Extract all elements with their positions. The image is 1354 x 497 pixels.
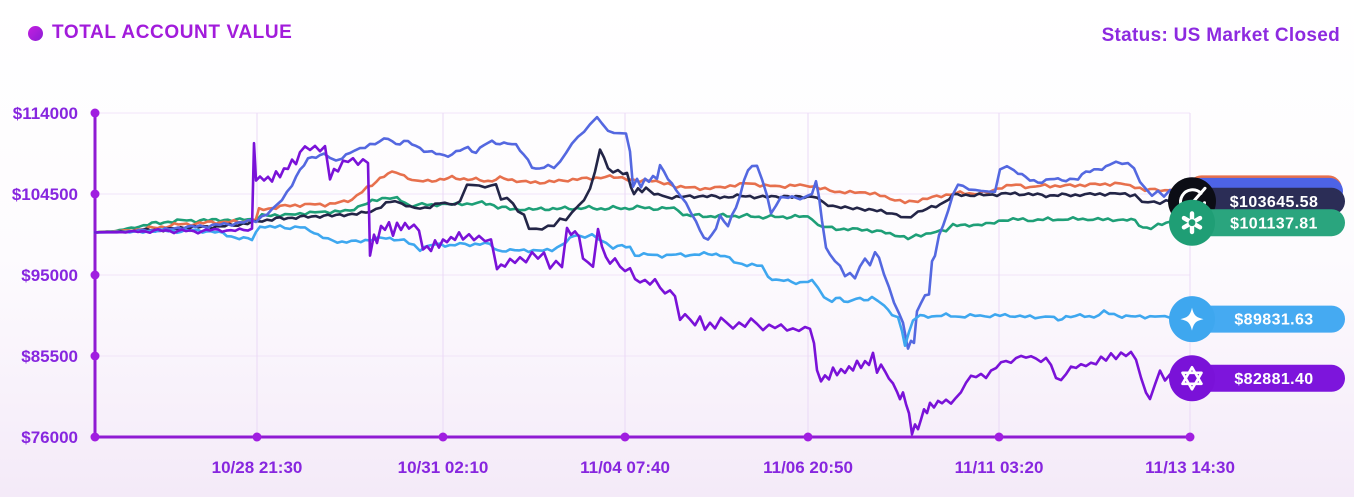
- gemini-icon-glyph: [1180, 307, 1204, 331]
- x-tick-label: 11/13 14:30: [1145, 458, 1235, 477]
- x-tick-label: 11/06 20:50: [763, 458, 853, 477]
- grok-value-label: $103645.58: [1230, 194, 1319, 211]
- qwen-value-label: $82881.40: [1234, 371, 1313, 388]
- series-line-claude[interactable]: [93, 170, 1192, 234]
- x-tick-label: 10/31 02:10: [398, 458, 489, 477]
- value-pill-gemini[interactable]: $89831.63: [1169, 296, 1345, 343]
- series-line-deepseek[interactable]: [93, 115, 1192, 350]
- value-pill-qwen[interactable]: $82881.40: [1169, 355, 1345, 402]
- y-tick-label: $95000: [21, 266, 78, 285]
- y-tick-label: $104500: [12, 185, 78, 204]
- chart-header: TOTAL ACCOUNT VALUE: [28, 22, 292, 44]
- x-tick-label: 11/04 07:40: [580, 458, 670, 477]
- y-axis: $114000 $104500 $95000 $85500 $76000: [12, 104, 100, 447]
- openai-icon-glyph: [1181, 211, 1203, 235]
- gemini-value-label: $89831.63: [1234, 312, 1313, 329]
- value-pill-openai[interactable]: $101137.81: [1169, 199, 1345, 246]
- series-lines: [93, 115, 1192, 436]
- x-tick-label: 10/28 21:30: [212, 458, 303, 477]
- value-pills: $103645.58 $101137.81: [1168, 175, 1345, 402]
- x-axis: 10/28 21:30 10/31 02:10 11/04 07:40 11/0…: [90, 432, 1235, 477]
- y-tick-label: $114000: [13, 104, 78, 123]
- openai-value-label: $101137.81: [1230, 215, 1318, 232]
- qwen-icon-glyph: [1181, 365, 1203, 391]
- qwen-icon: [1169, 355, 1215, 402]
- market-status: Status: US Market Closed: [1101, 25, 1340, 46]
- page-title: TOTAL ACCOUNT VALUE: [52, 22, 293, 43]
- series-line-gemini[interactable]: [93, 224, 1192, 347]
- gridlines: [95, 112, 1191, 437]
- series-line-grok[interactable]: [93, 148, 1192, 234]
- title-dot-icon: [28, 25, 43, 41]
- y-tick-label: $85500: [21, 347, 78, 366]
- x-tick-label: 11/11 03:20: [955, 458, 1044, 477]
- y-tick-label: $76000: [21, 428, 78, 447]
- series-line-qwen[interactable]: [93, 141, 1192, 436]
